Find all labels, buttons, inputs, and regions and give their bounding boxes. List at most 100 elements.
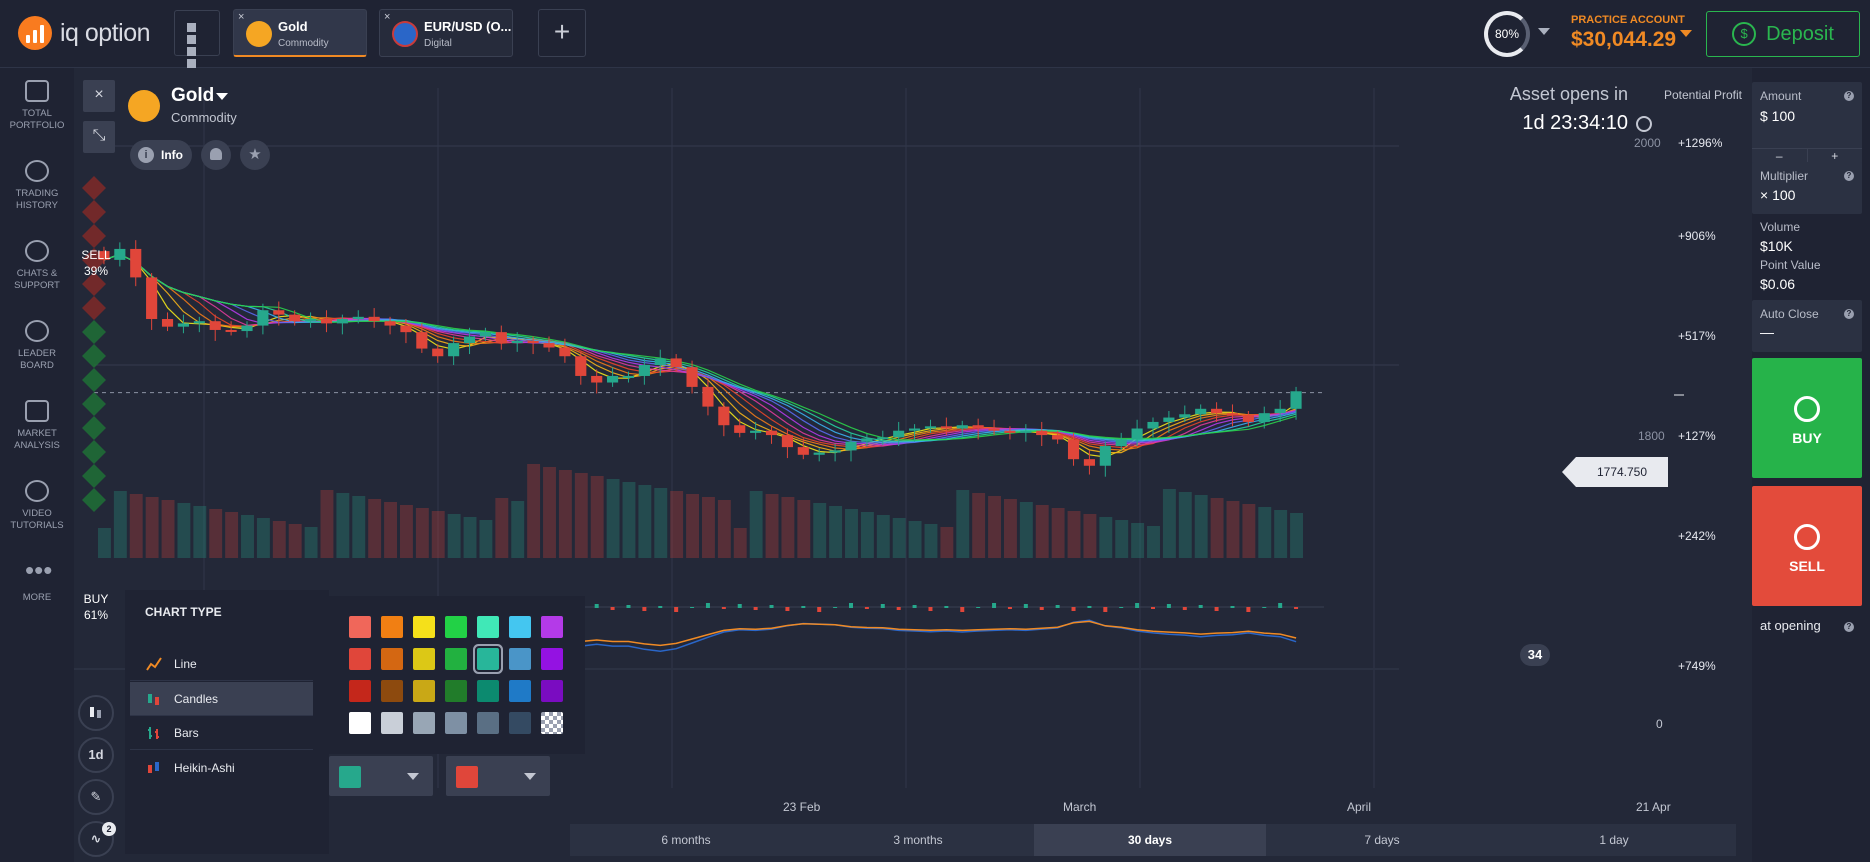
nav-video-tutorials[interactable]: VIDEO TUTORIALS [0,480,74,532]
chevron-down-icon[interactable] [1680,30,1692,37]
candle [813,452,825,455]
color-swatch[interactable] [509,616,531,638]
volume-bar [177,503,191,558]
star-icon[interactable]: ★ [240,140,270,170]
nav-leader-board[interactable]: LEADER BOARD [0,320,74,372]
color-swatch[interactable] [541,712,563,734]
chart-type-candles[interactable]: Candles [130,682,313,716]
down-color-dropdown[interactable] [446,756,550,796]
nav-trading-history[interactable]: TRADING HISTORY [0,160,74,212]
color-swatch[interactable] [475,646,501,672]
color-swatch[interactable] [349,616,371,638]
timeframe-7-days[interactable]: 7 days [1364,833,1400,847]
indicators-icon[interactable]: ∿ [78,821,114,857]
nav-market-analysis[interactable]: MARKET ANALYSIS [0,400,74,452]
plus-button[interactable]: + [1807,148,1862,164]
color-swatch[interactable] [445,616,467,638]
tab-gold[interactable]: × Gold Commodity [233,9,367,57]
chart-type-tool-button[interactable] [78,695,114,731]
tab-eurusd[interactable]: × EUR/USD (O... Digital [379,9,513,57]
color-swatch[interactable] [541,616,563,638]
volume-bar [606,479,620,558]
candle [209,321,221,330]
all-assets-grid-icon[interactable] [174,10,220,68]
collapse-icon[interactable]: ⤡ [83,121,115,153]
color-swatch[interactable] [413,712,435,734]
nav-total-portfolio[interactable]: TOTAL PORTFOLIO [0,80,74,132]
help-icon[interactable]: ? [1844,91,1854,101]
color-swatch[interactable] [541,648,563,670]
color-swatch[interactable] [349,680,371,702]
timeframe-1-day[interactable]: 1 day [1599,833,1629,847]
help-icon[interactable]: ? [1844,171,1854,181]
volume-bar [670,491,684,558]
nav-more[interactable]: ••• MORE [0,557,74,604]
auto-close-value[interactable]: — [1760,324,1774,340]
pencil-icon[interactable]: ✎ [78,779,114,815]
indicator-bar [1103,607,1108,612]
asset-name[interactable]: Gold [171,85,215,106]
color-swatch[interactable] [477,712,499,734]
chart-type-bars[interactable]: Bars [130,716,313,750]
chart-type-label: Heikin-Ashi [174,761,235,775]
color-swatch[interactable] [413,680,435,702]
timeframe-30-days[interactable]: 30 days [1034,824,1266,856]
profitability-gauge[interactable]: 80% [1484,11,1530,57]
candle [1115,439,1127,447]
timeframe-3-months[interactable]: 3 months [893,833,943,847]
color-swatch[interactable] [509,712,531,734]
color-swatch[interactable] [445,712,467,734]
amount-box[interactable]: Amount ? $ 100 – + [1752,82,1862,166]
color-swatch[interactable] [413,648,435,670]
chevron-down-icon[interactable] [1538,28,1550,35]
color-swatch[interactable] [445,680,467,702]
minus-button[interactable]: – [1752,148,1808,164]
bell-icon[interactable] [201,140,231,170]
color-swatch[interactable] [349,712,371,734]
color-swatch[interactable] [509,680,531,702]
interval-button[interactable]: 1d [78,737,114,773]
add-tab-button[interactable]: + [538,9,586,57]
account-type-label[interactable]: PRACTICE ACCOUNT [1571,14,1685,26]
up-color-dropdown[interactable] [329,756,433,796]
chart-type-heikin-ashi[interactable]: Heikin-Ashi [130,751,313,785]
buy-button[interactable]: BUY [1752,358,1862,478]
auto-close-box[interactable]: Auto Close ? — [1752,300,1862,352]
deposit-button[interactable]: $ Deposit [1706,11,1860,57]
color-swatch[interactable] [509,648,531,670]
color-swatch[interactable] [349,648,371,670]
multiplier-box[interactable]: Multiplier ? × 100 [1752,162,1862,214]
color-swatch[interactable] [381,616,403,638]
multiplier-value[interactable]: × 100 [1760,187,1796,203]
color-swatch[interactable] [477,616,499,638]
timeframe-6-months[interactable]: 6 months [661,833,711,847]
account-balance[interactable]: $30,044.29 [1571,28,1677,51]
candles-icon [90,707,101,718]
help-icon[interactable]: ? [1844,309,1854,319]
color-swatch[interactable] [477,680,499,702]
chart-type-line[interactable]: Line [130,647,313,681]
info-button[interactable]: i Info [130,140,192,170]
chart-area[interactable] [74,68,1752,862]
price-chart[interactable] [74,68,1752,862]
color-swatch[interactable] [381,680,403,702]
amount-input[interactable]: $ 100 [1760,108,1796,124]
chevron-down-icon[interactable] [216,93,228,100]
help-icon[interactable]: ? [1844,622,1854,632]
tab-name: Gold [278,19,308,34]
tab-close-icon[interactable]: × [238,11,245,23]
close-chart-button[interactable]: × [83,80,115,112]
color-swatch[interactable] [381,648,403,670]
candle [924,426,937,429]
candle [273,310,285,315]
color-swatch[interactable] [381,712,403,734]
color-swatch[interactable] [541,680,563,702]
color-swatch[interactable] [413,616,435,638]
tab-close-icon[interactable]: × [384,11,391,23]
color-swatch[interactable] [445,648,467,670]
sell-button[interactable]: SELL [1752,486,1862,606]
logo[interactable]: iq option [18,16,151,50]
nav-chats-support[interactable]: CHATS & SUPPORT [0,240,74,292]
candle [241,325,253,332]
indicator-bar [642,607,647,611]
